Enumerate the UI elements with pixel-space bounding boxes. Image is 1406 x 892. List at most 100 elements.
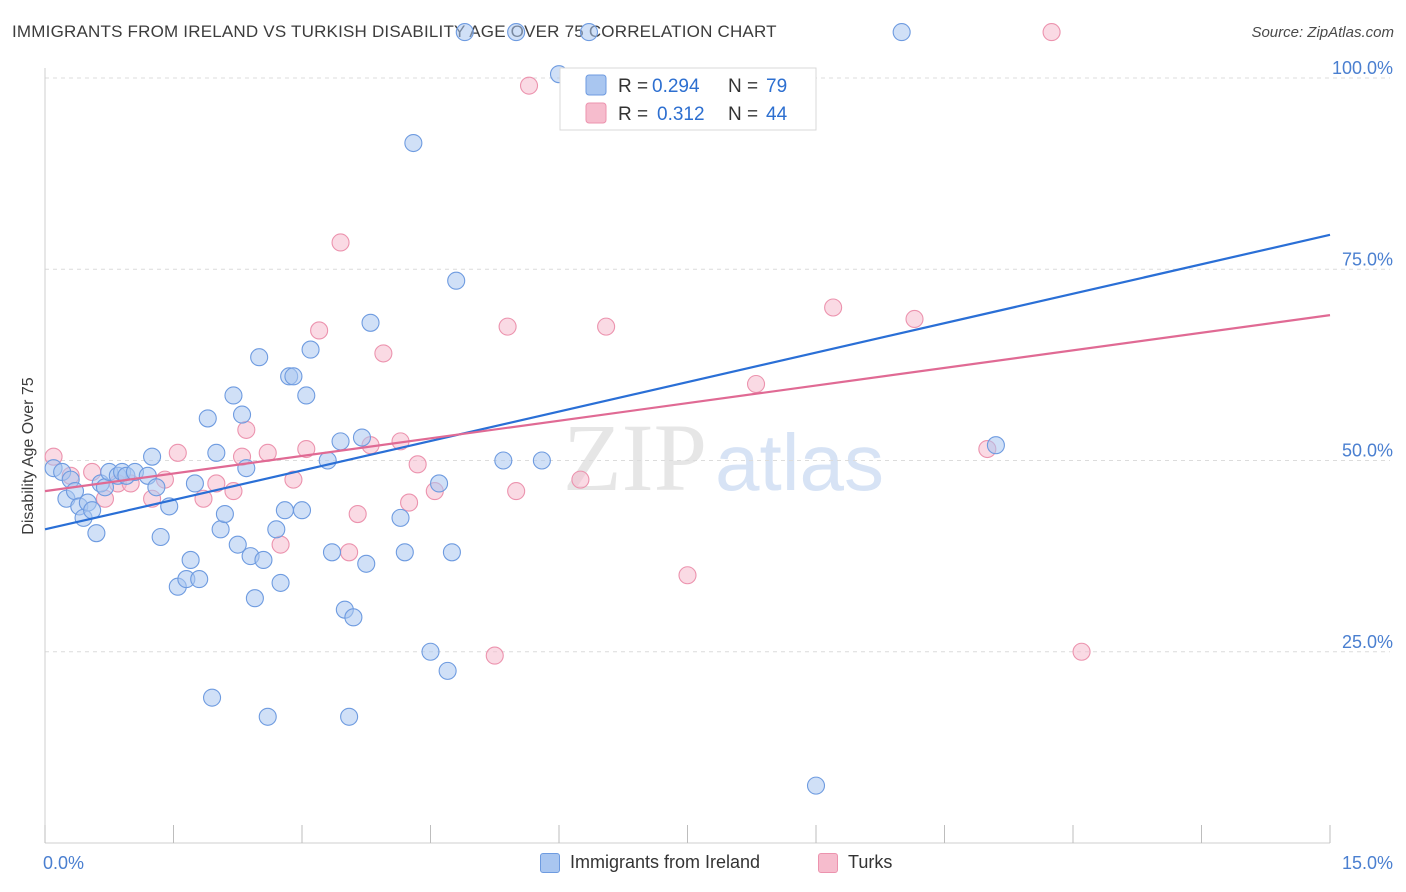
ireland-point-66 — [455, 23, 474, 42]
ireland-point-27 — [198, 409, 217, 428]
ireland-point-48 — [301, 340, 320, 359]
legend-r-value-blue: 0.294 — [652, 76, 700, 97]
turks-point-39 — [1042, 23, 1061, 42]
ireland-point-51 — [331, 432, 350, 451]
legend-n-label-blue: N = — [728, 76, 758, 97]
correlation-legend: R = 0.294 N = 79 R = 0.312 N = 44 — [559, 67, 817, 131]
ireland-point-72 — [806, 776, 826, 795]
ireland-point-65 — [447, 271, 466, 290]
legend-n-value-pink: 44 — [766, 104, 788, 125]
turks-point-28 — [485, 646, 504, 665]
turks-point-21 — [348, 504, 367, 524]
ireland-point-69 — [532, 451, 551, 470]
turks-point-30 — [507, 482, 526, 501]
legend-swatch-turks — [818, 852, 838, 873]
legend-r-value-pink: 0.312 — [657, 104, 705, 125]
ireland-point-38 — [250, 348, 269, 367]
ireland-point-26 — [190, 570, 209, 589]
turks-point-29 — [498, 317, 517, 336]
legend-item-turks: Turks — [818, 852, 892, 873]
turks-point-10 — [207, 474, 226, 493]
ireland-point-56 — [357, 554, 376, 573]
ireland-point-55 — [352, 428, 372, 447]
ireland-point-50 — [322, 543, 342, 562]
legend-label-turks: Turks — [848, 852, 893, 872]
y-tick-label-2: 75.0% — [1342, 249, 1393, 269]
turks-point-33 — [597, 317, 616, 336]
watermark-atlas: atlas — [715, 418, 884, 507]
ireland-point-24 — [181, 550, 200, 570]
ireland-point-20 — [151, 527, 170, 547]
gridlines — [45, 77, 1390, 653]
turks-point-32 — [571, 470, 590, 489]
ireland-point-40 — [258, 707, 277, 726]
ireland-point-61 — [421, 642, 440, 661]
legend-r-label-pink: R = — [618, 104, 648, 125]
y-tick-label-0: 25.0% — [1342, 632, 1393, 652]
x-tick-label-1: 15.0% — [1342, 853, 1393, 873]
ireland-point-29 — [207, 443, 226, 462]
turks-point-17 — [297, 439, 316, 459]
turks-point-16 — [284, 470, 303, 489]
turks-point-23 — [374, 344, 393, 363]
turks-point-35 — [746, 374, 766, 394]
trend-lines — [44, 233, 1331, 531]
ireland-point-25 — [185, 474, 204, 493]
turks-point-36 — [824, 298, 843, 317]
turks-point-40 — [1072, 642, 1091, 661]
ireland-point-54 — [344, 608, 363, 627]
ireland-point-71 — [579, 23, 599, 42]
tick-labels: 25.0% 50.0% 75.0% 100.0% 0.0% 15.0% — [43, 58, 1393, 873]
turks-point-26 — [408, 455, 427, 474]
legend-n-value-blue: 79 — [766, 76, 787, 97]
ireland-point-41 — [267, 520, 286, 539]
ireland-point-67 — [494, 451, 513, 470]
ireland-point-31 — [215, 504, 234, 524]
legend-label-ireland: Immigrants from Ireland — [570, 852, 761, 872]
zipatlas-watermark: ZIP atlas — [563, 404, 884, 511]
watermark-zip: ZIP — [563, 404, 707, 511]
ireland-point-37 — [245, 589, 264, 608]
ireland-point-46 — [292, 501, 312, 520]
turks-point-18 — [310, 321, 329, 340]
turks-point-19 — [331, 233, 350, 252]
chart-source: Source: ZipAtlas.com — [1251, 24, 1394, 41]
turks-points — [44, 23, 1091, 665]
x-tick-label-0: 0.0% — [43, 853, 84, 873]
legend-swatch-pink — [585, 102, 607, 124]
ireland-point-64 — [442, 543, 461, 562]
turks-point-13 — [237, 420, 256, 439]
ireland-point-45 — [284, 367, 303, 386]
ireland-point-33 — [228, 535, 247, 554]
turks-point-20 — [340, 543, 359, 562]
ireland-point-18 — [143, 447, 162, 466]
legend-r-label-blue: R = — [618, 76, 648, 97]
ireland-point-59 — [395, 543, 414, 562]
ireland-point-74 — [986, 436, 1005, 455]
ireland-trend-line — [44, 233, 1331, 531]
ireland-point-53 — [340, 707, 359, 726]
ireland-point-30 — [211, 520, 230, 539]
ireland-point-34 — [232, 405, 252, 424]
y-axis-label: Disability Age Over 75 — [20, 377, 37, 535]
ireland-point-57 — [361, 313, 380, 332]
ireland-point-32 — [224, 386, 243, 405]
legend-item-ireland: Immigrants from Ireland — [540, 852, 760, 873]
turks-point-8 — [168, 443, 187, 462]
ireland-point-28 — [203, 688, 222, 707]
turks-trend-line — [44, 314, 1331, 493]
legend-swatch-blue — [585, 74, 607, 96]
legend-n-label-pink: N = — [728, 104, 758, 125]
ireland-point-19 — [147, 478, 166, 497]
ireland-point-42 — [271, 573, 290, 592]
ireland-points — [44, 23, 1005, 795]
ireland-point-73 — [892, 23, 911, 42]
ireland-point-63 — [438, 661, 457, 680]
turks-point-37 — [905, 309, 924, 329]
ireland-point-43 — [275, 501, 294, 520]
ireland-point-9 — [87, 524, 106, 543]
ireland-point-39 — [254, 550, 273, 570]
ireland-point-60 — [404, 133, 423, 153]
ireland-point-62 — [430, 474, 449, 493]
